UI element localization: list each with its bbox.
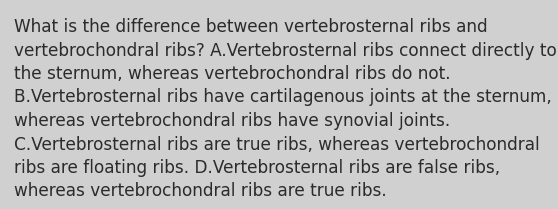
Text: ribs are floating ribs. D.Vertebrosternal ribs are false ribs,: ribs are floating ribs. D.Vertebrosterna… <box>14 159 500 177</box>
Text: B.Vertebrosternal ribs have cartilagenous joints at the sternum,: B.Vertebrosternal ribs have cartilagenou… <box>14 88 552 107</box>
Text: whereas vertebrochondral ribs are true ribs.: whereas vertebrochondral ribs are true r… <box>14 182 387 200</box>
Text: the sternum, whereas vertebrochondral ribs do not.: the sternum, whereas vertebrochondral ri… <box>14 65 451 83</box>
Text: whereas vertebrochondral ribs have synovial joints.: whereas vertebrochondral ribs have synov… <box>14 112 450 130</box>
Text: What is the difference between vertebrosternal ribs and: What is the difference between vertebros… <box>14 18 488 36</box>
Text: C.Vertebrosternal ribs are true ribs, whereas vertebrochondral: C.Vertebrosternal ribs are true ribs, wh… <box>14 135 540 153</box>
Text: vertebrochondral ribs? A.Vertebrosternal ribs connect directly to: vertebrochondral ribs? A.Vertebrosternal… <box>14 42 557 60</box>
